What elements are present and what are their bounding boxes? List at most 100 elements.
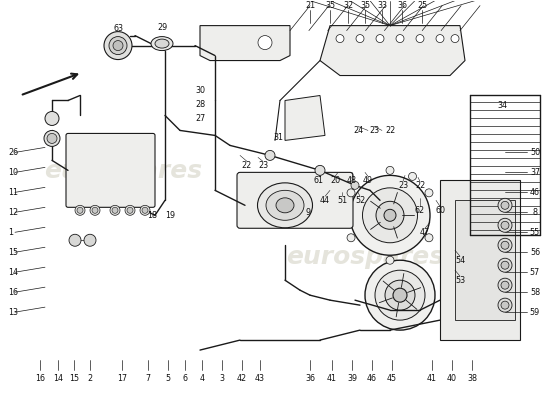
Text: 31: 31 (273, 133, 283, 142)
Text: 14: 14 (53, 374, 63, 382)
Ellipse shape (375, 270, 425, 320)
Text: 14: 14 (8, 268, 18, 277)
Ellipse shape (384, 209, 396, 221)
Circle shape (140, 205, 150, 215)
Circle shape (90, 205, 100, 215)
Text: 27: 27 (195, 114, 205, 123)
Text: 9: 9 (305, 208, 311, 217)
Text: 44: 44 (320, 196, 330, 205)
FancyBboxPatch shape (66, 134, 155, 207)
Circle shape (425, 189, 433, 197)
Text: 37: 37 (530, 168, 540, 177)
Text: 23: 23 (398, 181, 408, 190)
Text: 11: 11 (8, 188, 18, 197)
Text: eurospares: eurospares (44, 159, 202, 183)
Circle shape (501, 281, 509, 289)
Circle shape (104, 32, 132, 60)
FancyBboxPatch shape (455, 200, 515, 320)
Ellipse shape (376, 201, 404, 229)
Text: 10: 10 (8, 168, 18, 177)
Text: 41: 41 (427, 374, 437, 382)
Text: 32: 32 (343, 1, 353, 10)
Circle shape (336, 34, 344, 42)
Text: 8: 8 (532, 208, 537, 217)
Ellipse shape (350, 175, 430, 255)
Text: 46: 46 (367, 374, 377, 382)
Text: 7: 7 (145, 374, 151, 382)
Text: 40: 40 (447, 374, 457, 382)
Text: 38: 38 (467, 374, 477, 382)
Circle shape (110, 205, 120, 215)
Circle shape (498, 218, 512, 232)
Circle shape (416, 34, 424, 42)
Text: 28: 28 (195, 100, 205, 109)
Circle shape (258, 36, 272, 50)
Ellipse shape (393, 288, 407, 302)
Circle shape (451, 34, 459, 42)
Circle shape (77, 207, 83, 213)
Text: 16: 16 (35, 374, 45, 382)
Text: 24: 24 (353, 126, 363, 135)
Text: 55: 55 (530, 228, 540, 237)
Circle shape (425, 234, 433, 242)
Text: 41: 41 (327, 374, 337, 382)
Text: 12: 12 (8, 208, 18, 217)
Polygon shape (200, 26, 290, 60)
Text: 61: 61 (313, 176, 323, 185)
Text: 1: 1 (8, 228, 13, 237)
Text: 63: 63 (113, 24, 123, 33)
Text: 15: 15 (69, 374, 79, 382)
Circle shape (498, 258, 512, 272)
Text: 13: 13 (8, 308, 18, 317)
Text: 35: 35 (325, 1, 335, 10)
Text: 21: 21 (305, 1, 315, 10)
Text: 3: 3 (219, 374, 224, 382)
Circle shape (84, 234, 96, 246)
Text: 54: 54 (455, 256, 465, 265)
Text: 34: 34 (497, 101, 507, 110)
Text: 57: 57 (530, 268, 540, 277)
Text: 4: 4 (200, 374, 205, 382)
Text: 35: 35 (360, 1, 370, 10)
Text: 33: 33 (377, 1, 387, 10)
Text: 30: 30 (195, 86, 205, 95)
Circle shape (501, 241, 509, 249)
Text: 46: 46 (530, 188, 540, 197)
Circle shape (125, 205, 135, 215)
Circle shape (498, 278, 512, 292)
Text: eurospares: eurospares (286, 245, 444, 269)
Text: 22: 22 (385, 126, 395, 135)
Circle shape (386, 166, 394, 174)
Text: 56: 56 (530, 248, 540, 257)
Text: 59: 59 (530, 308, 540, 317)
Ellipse shape (151, 36, 173, 50)
Circle shape (347, 189, 355, 197)
Circle shape (396, 34, 404, 42)
Circle shape (347, 234, 355, 242)
Circle shape (142, 207, 148, 213)
Circle shape (265, 150, 275, 160)
Ellipse shape (266, 190, 304, 220)
Text: 47: 47 (420, 228, 430, 237)
Text: 26: 26 (8, 148, 18, 157)
Text: 53: 53 (455, 276, 465, 285)
Circle shape (498, 198, 512, 212)
Text: 45: 45 (387, 374, 397, 382)
Text: 16: 16 (8, 288, 18, 297)
Text: 5: 5 (166, 374, 170, 382)
Ellipse shape (257, 183, 312, 228)
Text: 29: 29 (157, 23, 167, 32)
Text: 51: 51 (337, 196, 347, 205)
Text: 52: 52 (355, 196, 365, 205)
Text: 15: 15 (8, 248, 18, 257)
Text: 6: 6 (183, 374, 188, 382)
Circle shape (501, 261, 509, 269)
Circle shape (386, 256, 394, 264)
Text: 36: 36 (397, 1, 407, 10)
Circle shape (356, 34, 364, 42)
Circle shape (109, 36, 127, 54)
Text: 48: 48 (347, 176, 357, 185)
Text: 60: 60 (435, 206, 445, 215)
Ellipse shape (365, 260, 435, 330)
Text: 39: 39 (347, 374, 357, 382)
